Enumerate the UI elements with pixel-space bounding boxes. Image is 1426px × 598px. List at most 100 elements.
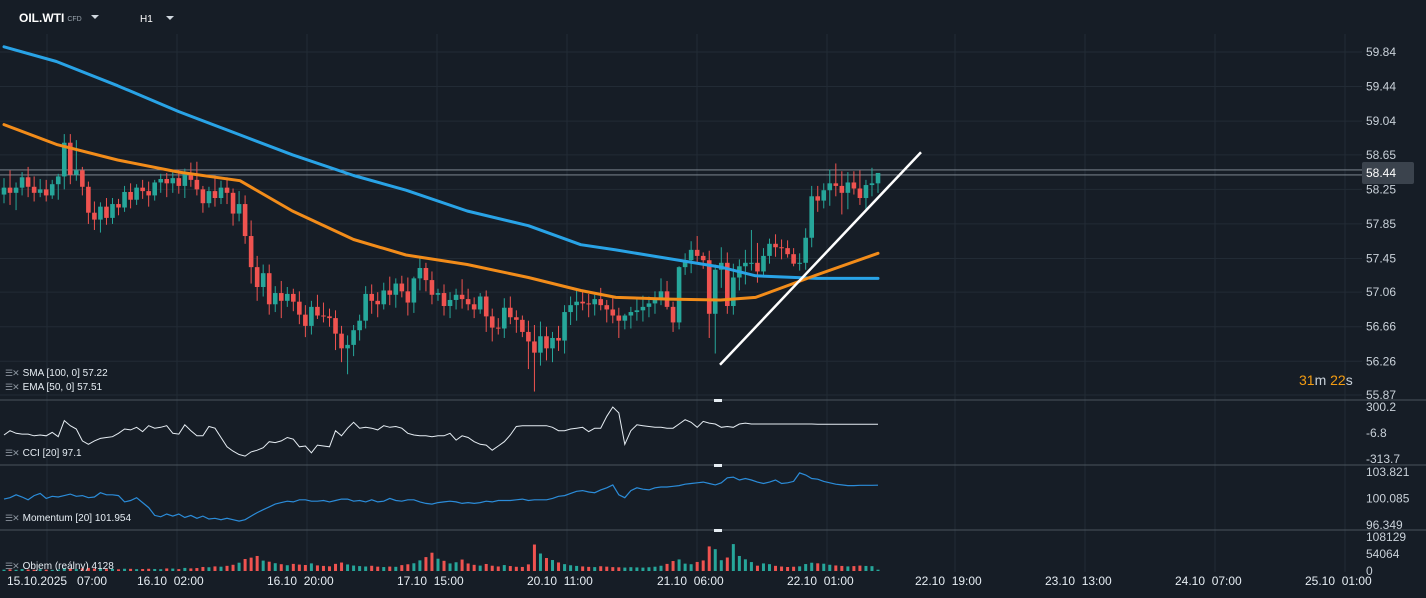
momentum-tick-label: 103.821: [1366, 465, 1410, 479]
candle-body: [230, 192, 236, 214]
candle-body: [309, 306, 314, 326]
volume-bar: [189, 568, 193, 571]
candle-body: [303, 314, 308, 326]
candle-body: [387, 290, 393, 295]
indicator-settings-icon[interactable]: ☰✕: [5, 382, 20, 392]
volume-bar: [171, 568, 175, 571]
time-tick-label: 20.10 11:00: [527, 574, 593, 588]
countdown-m-label: m: [1314, 372, 1327, 388]
volume-bar: [472, 564, 476, 571]
candle-body: [779, 247, 784, 249]
timeframe-selector[interactable]: H1: [140, 14, 153, 25]
candle-body: [610, 309, 616, 316]
ema-legend[interactable]: ☰✕ EMA [50, 0] 57.51: [5, 382, 102, 393]
volume-legend[interactable]: ☰✕ Objem (reálny) 4128: [5, 561, 114, 572]
trendline: [719, 151, 922, 366]
indicator-settings-icon[interactable]: ☰✕: [5, 561, 20, 571]
cci-tick-label: -6.8: [1366, 426, 1387, 440]
candle-body: [845, 182, 851, 193]
volume-bar: [532, 544, 536, 571]
price-tick-label: 58.25: [1366, 182, 1396, 196]
volume-bar: [129, 568, 133, 571]
time-tick-label: 22.10 19:00: [915, 574, 982, 588]
volume-bar: [74, 569, 78, 571]
sma-legend[interactable]: ☰✕ SMA [100, 0] 57.22: [5, 368, 108, 379]
candle-body: [43, 189, 49, 196]
volume-bar: [400, 565, 404, 571]
candle-body: [526, 331, 531, 342]
symbol-type-tag: CFD: [67, 16, 82, 23]
candle-body: [272, 293, 278, 305]
price-tick-label: 59.04: [1366, 114, 1396, 128]
volume-bar: [611, 567, 615, 571]
candle-body: [743, 262, 748, 267]
candle-body: [140, 187, 145, 192]
symbol-selector[interactable]: OIL.WTI CFD: [19, 11, 82, 25]
volume-bar: [388, 566, 392, 571]
volume-bar: [653, 566, 657, 571]
volume-bar: [430, 552, 434, 571]
candle-body: [875, 172, 881, 184]
candle-body: [441, 293, 447, 307]
timeframe-dropdown-icon[interactable]: [166, 16, 174, 20]
momentum-tick-label: 96.349: [1366, 518, 1403, 532]
candle-countdown: 31m 22s: [1299, 372, 1353, 388]
candle-body: [568, 305, 573, 313]
momentum-legend[interactable]: ☰✕ Momentum [20] 101.954: [5, 513, 131, 524]
cci-legend[interactable]: ☰✕ CCI [20] 97.1: [5, 448, 82, 459]
volume-bar: [159, 569, 163, 571]
symbol-dropdown-icon[interactable]: [91, 15, 99, 19]
candle-body: [104, 206, 109, 218]
candle-body: [634, 310, 640, 313]
volume-bar: [117, 569, 121, 571]
candle-body: [857, 188, 863, 199]
price-tick-label: 58.65: [1366, 148, 1396, 162]
candle-body: [369, 293, 374, 301]
volume-bar: [701, 560, 705, 571]
volume-bar: [358, 566, 362, 571]
indicator-settings-icon[interactable]: ☰✕: [5, 513, 20, 523]
candle-body: [357, 320, 362, 331]
candle-body: [797, 262, 802, 264]
candle-body: [821, 190, 827, 201]
volume-bar: [183, 567, 187, 571]
current-price-tag: [1362, 161, 1414, 184]
volume-bar: [219, 566, 223, 571]
volume-bar: [38, 569, 42, 571]
candle-body: [363, 293, 368, 321]
volume-bar: [780, 566, 784, 571]
volume-bar: [436, 558, 440, 571]
volume-tick-label: 54064: [1366, 547, 1400, 561]
time-tick-label: 25.10 01:00: [1305, 574, 1372, 588]
candle-body: [803, 237, 808, 263]
volume-bar: [846, 566, 850, 571]
candle-body: [863, 185, 869, 199]
volume-bar: [569, 565, 573, 571]
volume-bar: [92, 568, 96, 571]
candle-body: [688, 249, 694, 261]
volume-bar: [563, 564, 567, 571]
indicator-settings-icon[interactable]: ☰✕: [5, 448, 20, 458]
volume-bar: [544, 558, 548, 571]
indicator-settings-icon[interactable]: ☰✕: [5, 368, 20, 378]
candle-body: [447, 299, 453, 307]
volume-tick-label: 108129: [1366, 530, 1406, 544]
volume-bar: [110, 568, 114, 571]
candle-body: [833, 183, 839, 186]
volume-bar: [804, 564, 808, 571]
volume-bar: [14, 569, 18, 571]
candle-body: [435, 293, 441, 295]
ema-legend-label: EMA [50, 0]: [22, 382, 75, 393]
volume-bar: [303, 564, 307, 571]
candle-body: [514, 317, 519, 320]
candle-body: [755, 262, 760, 272]
countdown-seconds: 22: [1330, 372, 1346, 388]
candle-body: [200, 189, 206, 204]
candle-body: [381, 290, 387, 305]
candle-body: [658, 291, 664, 299]
candle-body: [1, 187, 7, 195]
volume-bar: [761, 563, 765, 571]
volume-bar: [8, 569, 12, 571]
cci-tick-label: 300.2: [1366, 400, 1396, 414]
